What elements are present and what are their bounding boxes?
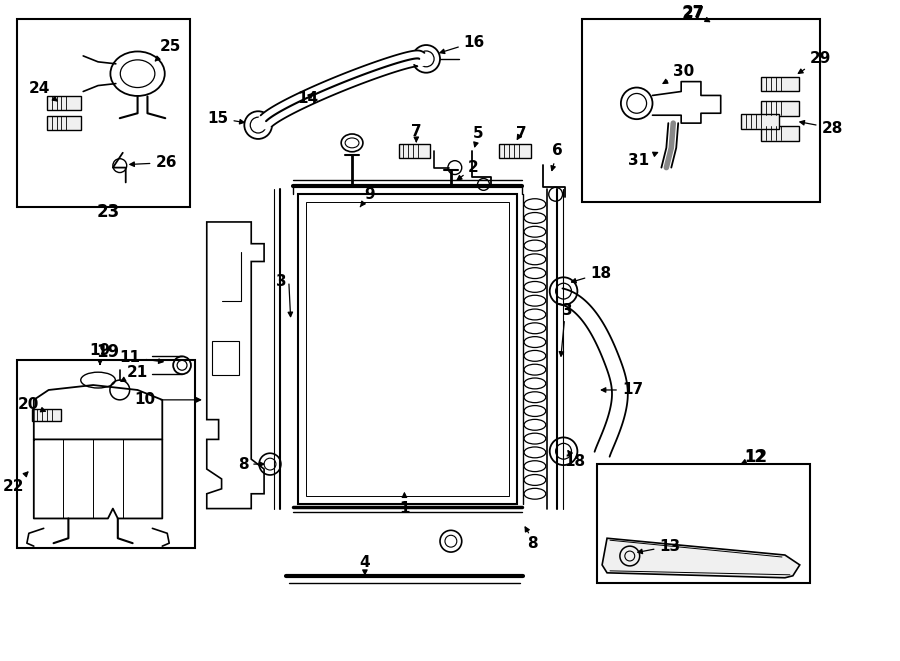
Text: 13: 13 [638,539,680,554]
Text: 18: 18 [564,453,585,469]
Text: 29: 29 [798,52,831,73]
Text: 17: 17 [601,383,643,397]
Text: 9: 9 [360,187,375,207]
Bar [17,19,190,207]
Bar [47,97,81,110]
Text: 12: 12 [742,449,766,465]
Bar [598,464,810,583]
Text: 22: 22 [3,472,28,494]
Text: 20: 20 [17,397,45,412]
Text: 3: 3 [562,303,572,319]
Bar [17,360,195,548]
Text: 10: 10 [134,393,201,407]
Text: 16: 16 [440,34,485,54]
Text: 7: 7 [411,124,421,141]
Text: 12: 12 [743,448,767,466]
Text: 14: 14 [297,91,318,106]
Text: 24: 24 [29,81,57,101]
Text: 8: 8 [238,457,264,471]
Bar [47,116,81,130]
Text: 4: 4 [360,555,370,574]
Bar [212,340,239,375]
Text: 11: 11 [120,350,163,365]
Text: 26: 26 [130,155,177,170]
Text: 23: 23 [96,203,120,221]
Text: 28: 28 [800,120,843,136]
Text: 30: 30 [663,64,694,83]
Bar [298,194,518,504]
Bar [761,77,799,91]
Text: 5: 5 [473,126,484,147]
Text: 19: 19 [96,344,120,362]
Text: 6: 6 [551,143,563,171]
Bar [500,144,531,158]
Text: 18: 18 [572,266,611,283]
Bar [399,144,430,158]
Text: 27: 27 [681,5,705,23]
Text: 15: 15 [207,110,244,126]
Text: 1: 1 [400,493,410,516]
Text: 8: 8 [527,535,538,551]
Polygon shape [602,538,800,578]
Text: 3: 3 [275,274,286,289]
Text: 27: 27 [682,5,710,22]
Text: 7: 7 [516,126,526,141]
Text: 31: 31 [628,152,658,168]
Text: 21: 21 [121,365,148,381]
Text: 19: 19 [89,343,111,364]
Text: 2: 2 [457,160,479,180]
Bar [761,101,799,116]
Text: 25: 25 [156,38,181,61]
Bar [306,202,509,496]
Bar [582,19,820,202]
Bar [742,114,779,129]
Bar [761,126,799,141]
Bar [32,408,61,420]
